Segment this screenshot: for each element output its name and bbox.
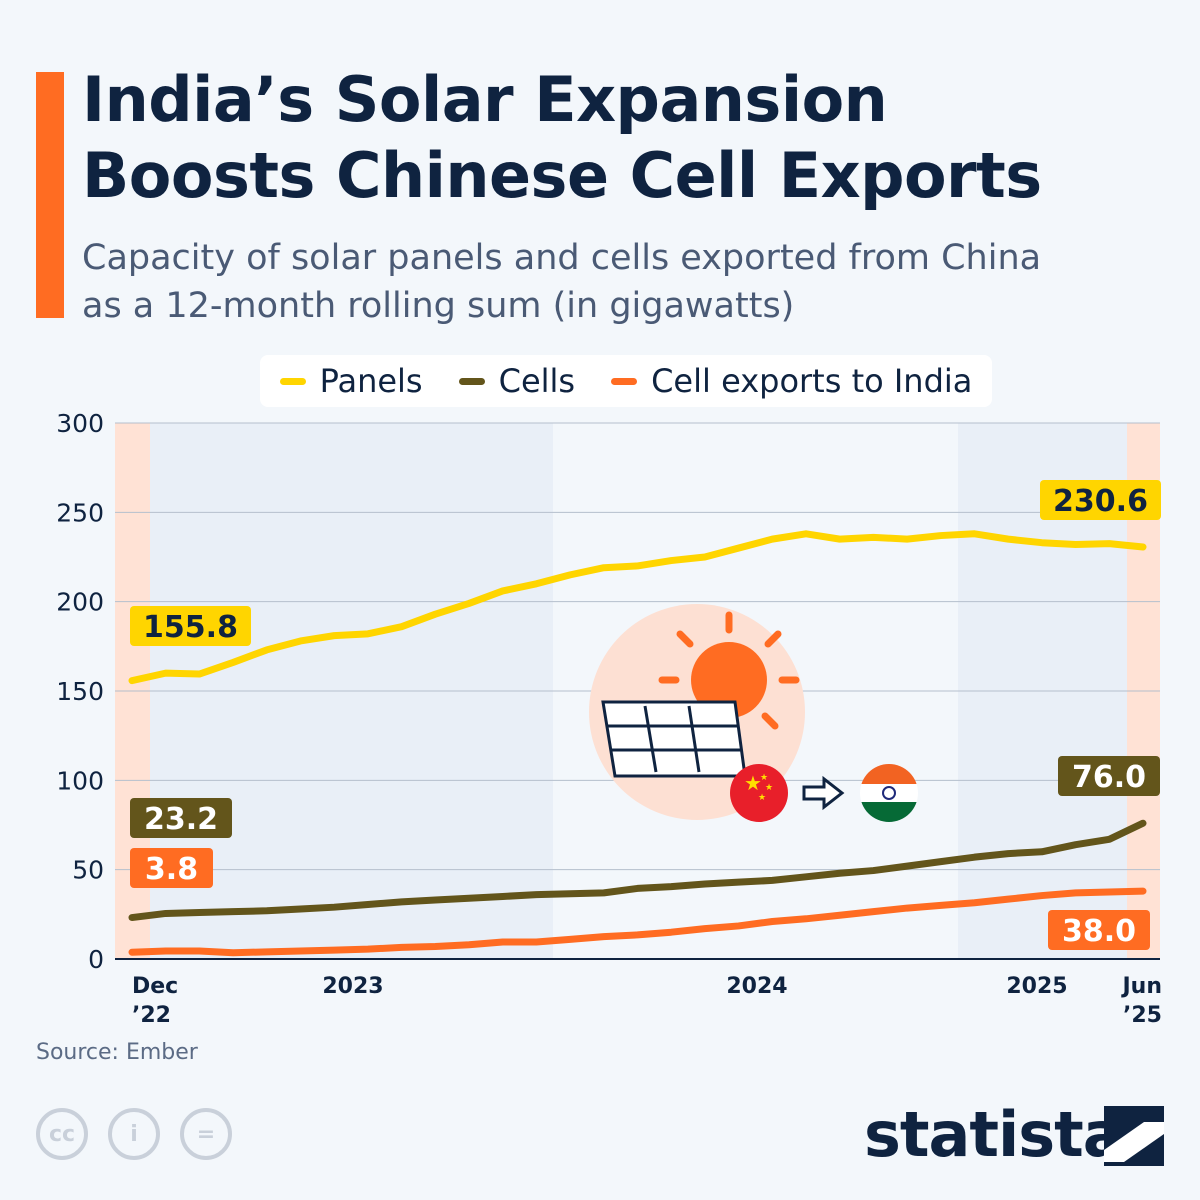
value-label: 76.0 (1072, 760, 1146, 795)
svg-text:★: ★ (760, 773, 768, 783)
india-flag-icon (860, 764, 918, 822)
value-label: 38.0 (1062, 914, 1136, 949)
y-tick-label: 50 (72, 856, 104, 885)
y-tick-label: 250 (56, 498, 104, 527)
legend-label: Cell exports to India (651, 362, 973, 400)
page-title: India’s Solar Expansion Boosts Chinese Ce… (82, 62, 1042, 214)
x-tick-label: Dec ’22 (132, 974, 178, 1028)
sun-icon (658, 611, 800, 730)
y-tick-label: 150 (56, 677, 104, 706)
x-tick-label: Jun ’25 (1120, 974, 1162, 1028)
legend-item-panels: Panels (279, 362, 423, 400)
legend-item-cells: Cells (458, 362, 576, 400)
solar-panel-icon (601, 700, 747, 778)
value-label-bg (130, 606, 251, 646)
legend-item-india: Cell exports to India (611, 362, 972, 400)
title-line-1: India’s Solar Expansion (82, 63, 888, 136)
subtitle: Capacity of solar panels and cells expor… (82, 234, 1041, 330)
brand-name: statista (864, 1098, 1125, 1171)
value-label-bg (1058, 756, 1160, 796)
solar-illustration: ★ ★★★ (589, 604, 918, 822)
legend-swatch (611, 377, 638, 385)
accent-bar (36, 72, 64, 318)
statista-logo[interactable]: statista (864, 1098, 1164, 1171)
value-label: 155.8 (143, 610, 238, 645)
svg-text:★: ★ (744, 771, 762, 795)
value-label-bg (1040, 480, 1161, 520)
value-label-bg (130, 798, 232, 838)
legend-label: Cells (498, 362, 576, 400)
subtitle-line-1: Capacity of solar panels and cells expor… (82, 238, 1042, 278)
value-label-bg (130, 848, 213, 888)
arrow-right-icon (802, 775, 845, 811)
legend-swatch (458, 377, 485, 385)
value-label: 23.2 (144, 802, 218, 837)
value-label: 3.8 (145, 852, 198, 887)
y-tick-label: 0 (88, 945, 104, 974)
china-flag-icon: ★ ★★★ (730, 764, 788, 822)
y-tick-label: 300 (56, 409, 104, 438)
svg-text:★: ★ (758, 793, 766, 803)
subtitle-line-2: as a 12-month rolling sum (in gigawatts) (82, 286, 795, 326)
cc-license-icon[interactable]: cc (36, 1108, 88, 1160)
legend-swatch (279, 377, 306, 385)
value-label: 230.6 (1053, 484, 1148, 519)
value-label-bg (1048, 910, 1150, 950)
legend-label: Panels (319, 362, 423, 400)
x-tick-label: 2023 (322, 974, 383, 999)
no-derivatives-icon[interactable]: = (180, 1108, 232, 1160)
attribution-icon[interactable]: i (108, 1108, 160, 1160)
title-line-2: Boosts Chinese Cell Exports (82, 139, 1042, 212)
x-tick-label: 2024 (726, 974, 787, 999)
source-note: Source: Ember (36, 1040, 198, 1065)
y-tick-label: 200 (56, 588, 104, 617)
svg-text:★: ★ (765, 783, 773, 793)
x-tick-label: 2025 (1006, 974, 1067, 999)
y-tick-label: 100 (56, 766, 104, 795)
statista-logo-icon (1104, 1106, 1164, 1166)
legend: Panels Cells Cell exports to India (260, 355, 992, 407)
